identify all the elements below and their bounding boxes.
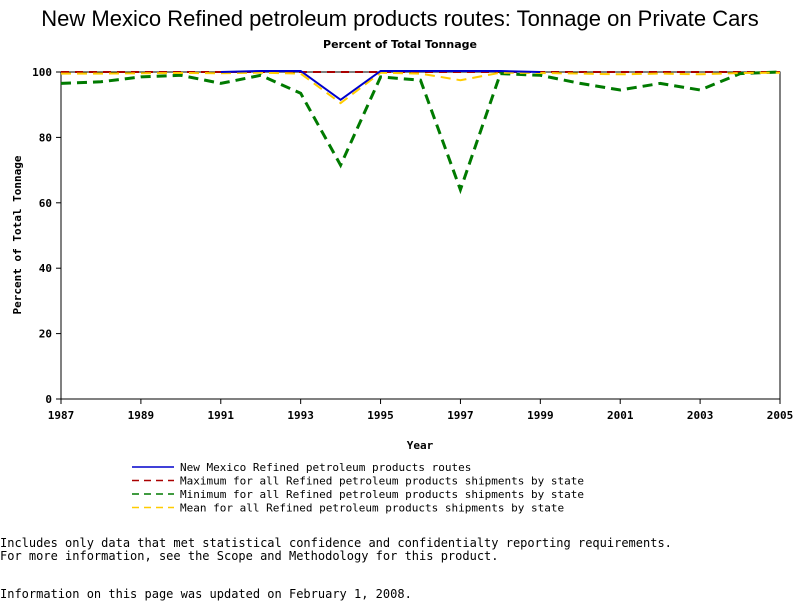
series-line-1: [220, 70, 541, 102]
x-tick-label: 2005: [767, 409, 794, 422]
x-tick-label: 1997: [447, 409, 474, 422]
series-line-3: [60, 70, 781, 195]
y-axis: 0 20 40 60 80 100: [32, 66, 61, 406]
y-tick-label: 0: [45, 393, 52, 406]
y-tick-label: 20: [39, 328, 52, 341]
footnote-updated: Information on this page was updated on …: [0, 587, 412, 601]
series-group: [60, 70, 781, 195]
series-line-4: [61, 71, 781, 105]
y-tick-label: 60: [39, 197, 52, 210]
y-tick-label: 100: [32, 66, 52, 79]
y-axis-label: Percent of Total Tonnage: [11, 155, 24, 314]
y-tick-label: 80: [39, 131, 52, 144]
plot-frame: [60, 71, 781, 400]
x-axis: 1987 1989 1991 1993 1995 1997 1999 2001 2003 2005: [48, 399, 794, 422]
x-tick-label: 1995: [367, 409, 394, 422]
legend-label: Mean for all Refined petroleum products …: [180, 502, 564, 515]
x-tick-label: 1987: [48, 409, 75, 422]
x-tick-label: 1991: [208, 409, 235, 422]
chart-title: New Mexico Refined petroleum products ro…: [41, 6, 759, 31]
footnote-confidence: Includes only data that met statistical …: [0, 536, 672, 550]
x-tick-label: 2003: [687, 409, 714, 422]
legend-label: Maximum for all Refined petroleum produc…: [180, 475, 584, 488]
x-tick-label: 1993: [287, 409, 314, 422]
x-tick-label: 2001: [607, 409, 634, 422]
legend: New Mexico Refined petroleum products ro…: [132, 461, 584, 515]
y-tick-label: 40: [39, 262, 52, 275]
legend-label: Minimum for all Refined petroleum produc…: [180, 488, 584, 501]
legend-label: New Mexico Refined petroleum products ro…: [180, 461, 471, 474]
footnote-methodology: For more information, see the Scope and …: [0, 549, 499, 563]
x-tick-label: 1989: [128, 409, 155, 422]
chart-subtitle: Percent of Total Tonnage: [323, 38, 477, 51]
x-tick-label: 1999: [527, 409, 554, 422]
x-axis-label: Year: [407, 439, 434, 452]
